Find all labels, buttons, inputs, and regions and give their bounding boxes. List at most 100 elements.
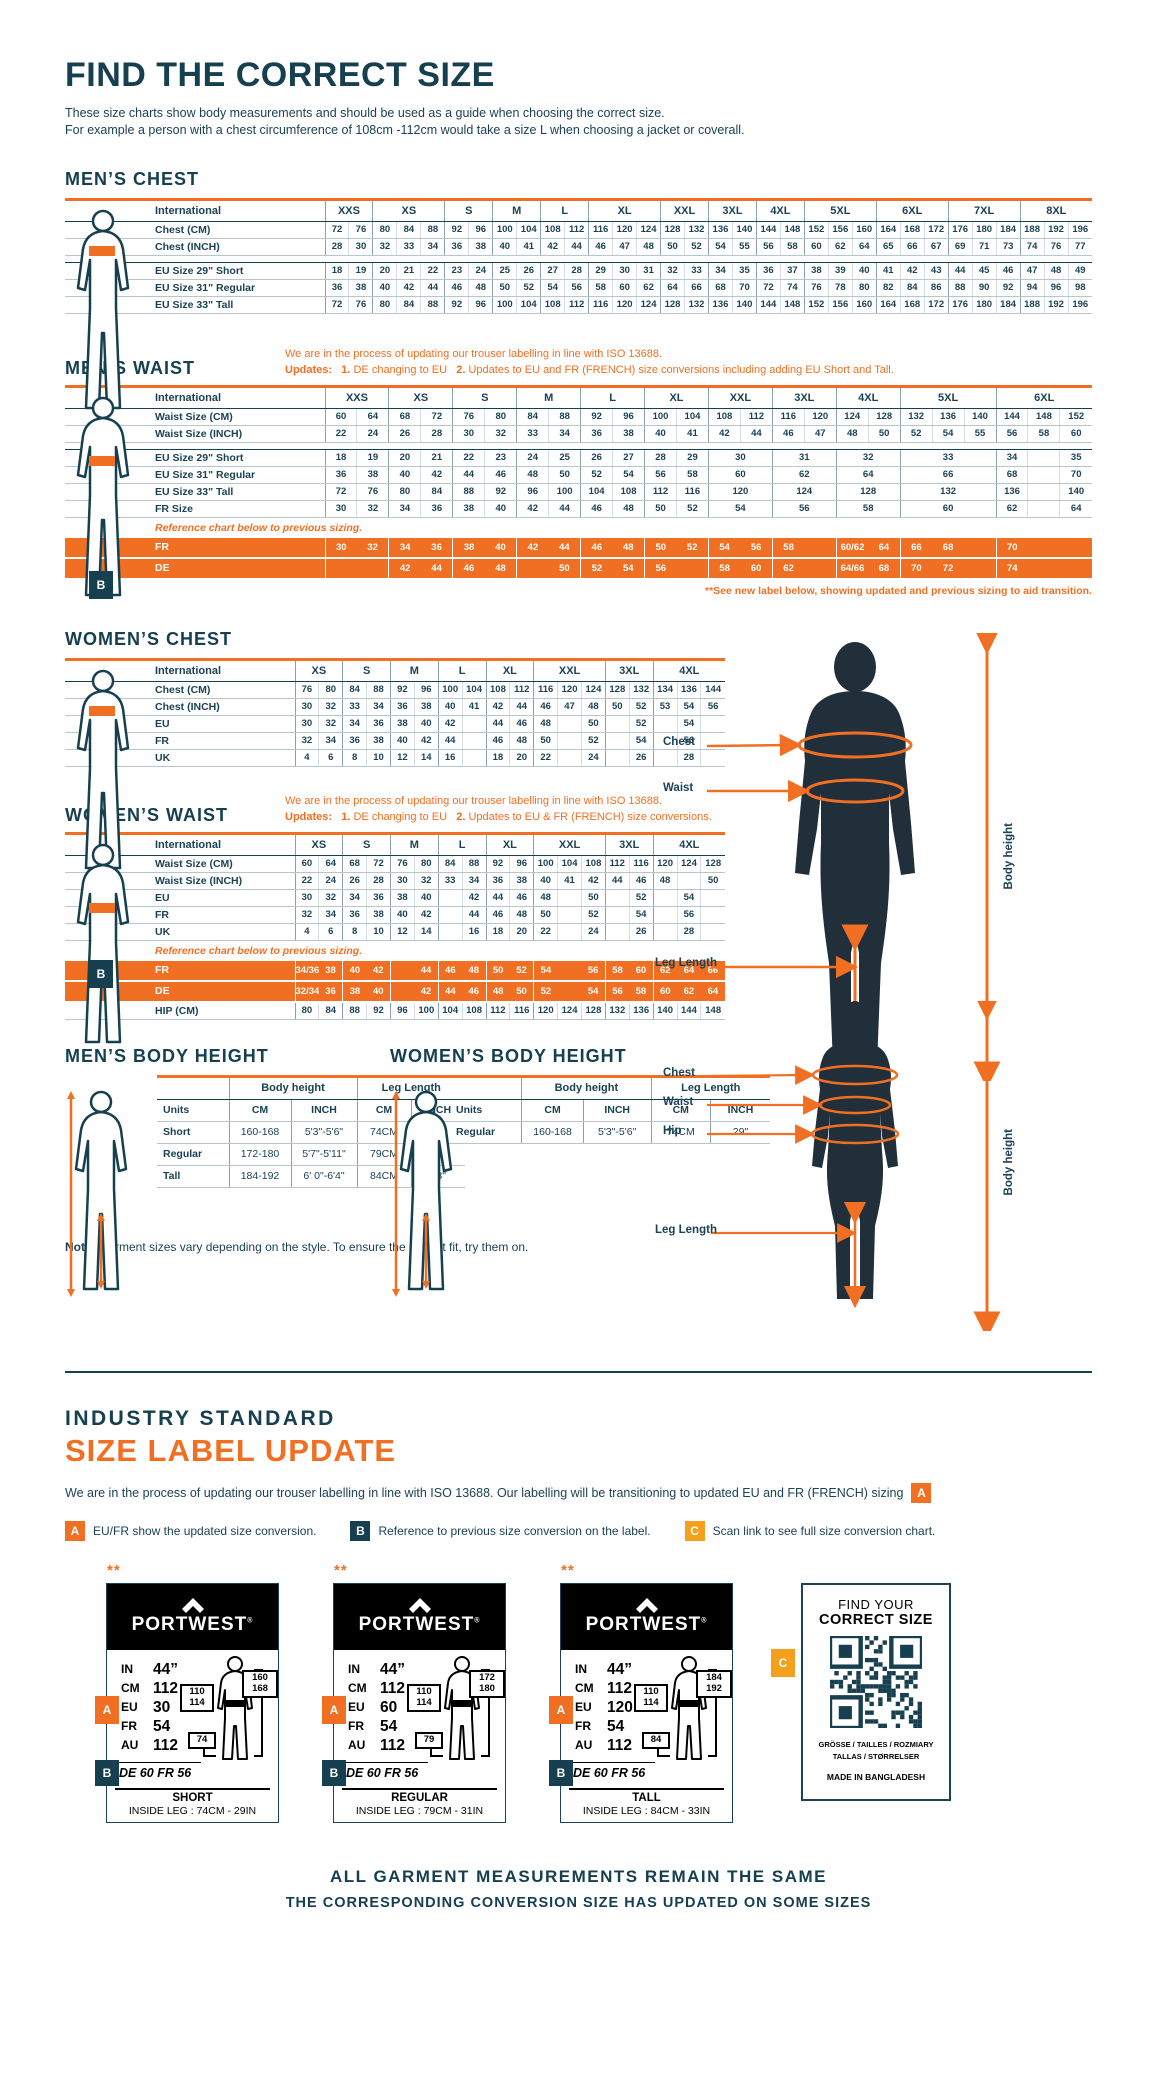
size-cell: 58 [779,238,805,256]
size-cell: 88 [420,296,445,314]
spec-row: AU 112 [348,1736,405,1755]
brand-name: PORTWEST® [585,1613,708,1635]
size-group-header: 3XL [771,386,837,409]
size-cell: 140 [652,1001,677,1020]
update-2-num: 2. [456,811,466,824]
size-cell: 112 [564,296,589,314]
size-cell: 124 [557,1001,582,1020]
b-badge: B [322,1759,346,1786]
size-cell: 56 [676,732,701,750]
size-cell: 49 [1067,262,1092,280]
size-cell: 52 [533,980,558,1003]
size-cell: 14 [413,749,439,767]
size-group-header: XL [588,199,661,222]
size-cell: 50 [660,238,685,256]
reference-note-row: Reference chart below to previous sizing… [65,940,725,961]
registered-mark: ® [701,1617,708,1625]
size-cell: 124 [636,221,661,239]
size-cell: 58 [604,960,630,982]
size-cell: 42 [414,980,439,1003]
size-cell: 42 [413,906,439,924]
iso-update-note-mens: We are in the process of updating our tr… [285,346,894,379]
size-cell [804,537,837,559]
size-cell: 34 [461,872,486,890]
spec-row: FR 54 [121,1717,178,1736]
size-cell: 74 [779,279,805,297]
size-cell: 31 [771,449,837,467]
size-cell: 48 [484,557,517,580]
size-cell: 48 [581,698,606,716]
spec-row: CM 112 [348,1679,405,1698]
size-cell [604,715,630,733]
size-cell: 84 [437,855,463,873]
size-cell: 34 [708,262,733,280]
size-cell: 92 [580,408,613,426]
size-group-header: XXL [533,833,606,856]
size-cell: 52 [581,732,606,750]
empty-cell [450,1076,522,1100]
size-cell: 64 [851,238,877,256]
size-cell: 86 [923,279,949,297]
group-header-row: Body height Leg Length [157,1076,465,1100]
row-label: Waist Size (INCH) [65,425,325,443]
a-badge: A [549,1695,573,1724]
size-group-header: 5XL [899,386,997,409]
size-cell: 42 [581,872,606,890]
row-label: Waist Size (INCH) [65,872,295,890]
size-cell: 70 [1059,466,1092,484]
size-cell: 41 [516,238,541,256]
size-cell: 22 [324,425,357,443]
size-cell: 30 [452,425,485,443]
footer-line-1: ALL GARMENT MEASUREMENTS REMAIN THE SAME [330,1866,827,1886]
size-cell: 44 [739,425,773,443]
size-cell: 92 [444,221,469,239]
size-cell: 26 [388,425,421,443]
size-cell: 54 [676,715,701,733]
size-cell: 58 [835,500,901,518]
size-cell: 34 [995,449,1028,467]
fit-note-label: Note: [65,1239,96,1254]
size-cell: 41 [557,872,582,890]
table-row: Chest (INCH) 30 32 33 34 36 38 40 41 42 44 46 47 48 50… [65,698,725,716]
size-cell: 84 [420,483,453,501]
size-cell: 36 [755,262,781,280]
size-cell: 42 [540,238,565,256]
spec-label: AU [575,1737,593,1752]
male-height-figure-icon [65,1089,153,1306]
iso-note-line1: We are in the process of updating our tr… [285,794,663,807]
size-group-header: L [437,833,486,856]
inside-leg-text: INSIDE LEG : 79CM - 31IN [355,1804,484,1817]
size-cell: 64 [868,537,901,559]
size-cell: 28 [644,449,677,467]
size-cell: 25 [548,449,581,467]
spacer [65,255,1092,263]
legend-item: C Scan link to see full size conversion c… [684,1520,935,1541]
size-cell: 8 [342,749,367,767]
size-cell: 44 [548,537,581,559]
row-label: International [65,659,295,682]
iso-note-line1: We are in the process of updating our tr… [285,347,663,360]
size-cell: 32 [484,425,517,443]
size-cell: 50 [644,500,677,518]
table-row: Regular 160-168 5'3"-5'6" 74CM 29" [450,1121,770,1144]
size-cell: 4 [294,749,319,767]
reference-note: Reference chart below to previous sizing… [155,944,363,957]
size-cell: 40 [437,698,463,716]
table-row: Waist Size (INCH) 22 24 26 28 30 32 33 34 36 38 40 4… [65,425,1092,443]
size-cell: 22 [452,449,485,467]
size-cell: 84 [342,681,367,699]
size-cell: 124 [835,408,869,426]
size-cell: 144 [676,1001,701,1020]
size-cell: 128 [835,483,901,501]
spec-label: FR [575,1718,591,1733]
size-cell: 58 [675,466,709,484]
size-cell: 84 [318,1001,343,1020]
value-cell: 184-192 [228,1165,291,1188]
size-cell: 54 [581,980,606,1003]
size-cell [676,557,709,580]
size-cell: 48 [485,980,510,1003]
table-row: Chest (CM) 76 80 84 88 92 96 100 104 108 112 116 120… [65,681,725,699]
size-cell: 120 [652,855,677,873]
transition-footnote: **See new label below, showing updated a… [705,584,1092,597]
size-cell: 62 [771,466,837,484]
